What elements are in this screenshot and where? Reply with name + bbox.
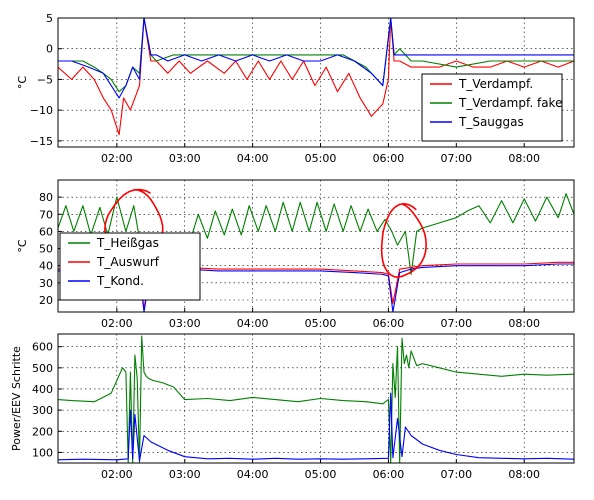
y-axis-label: Power/EEV Schritte xyxy=(10,346,23,451)
y-tick-label: 500 xyxy=(32,362,53,375)
x-tick-label: 07:00 xyxy=(440,468,472,481)
y-tick-label: −5 xyxy=(37,73,53,86)
y-tick-label: −10 xyxy=(30,104,53,117)
axes-frame xyxy=(57,17,575,148)
x-tick-label: 08:00 xyxy=(508,468,540,481)
series-line-t-sauggas xyxy=(58,18,574,99)
y-tick-label: 40 xyxy=(39,260,53,273)
legend-label: T_Kond. xyxy=(96,274,144,288)
y-tick-label: 600 xyxy=(32,341,53,354)
y-tick-label: 20 xyxy=(39,294,53,307)
annotation-circle xyxy=(380,202,428,278)
x-tick-label: 03:00 xyxy=(169,468,201,481)
x-tick-label: 08:00 xyxy=(508,152,540,165)
panel-hotgas-temperatures: 20 30 40 50 60 70 80 02:00 03:00 04:00 05:00 06:00 0… xyxy=(16,179,575,330)
x-tick-label: 05:00 xyxy=(305,152,337,165)
legend-label: T_Verdampf. fake xyxy=(458,96,562,110)
y-axis-label: °C xyxy=(16,76,29,90)
x-tick-label: 02:00 xyxy=(101,317,133,330)
y-tick-label: 400 xyxy=(32,383,53,396)
y-tick-label: 300 xyxy=(32,404,53,417)
x-tick-label: 08:00 xyxy=(508,317,540,330)
series-line-1 xyxy=(58,335,574,463)
series-line-t-verdampf-fake xyxy=(58,18,574,93)
axes-frame xyxy=(57,333,575,464)
series-line-2 xyxy=(58,392,574,462)
x-tick-label: 04:00 xyxy=(237,317,269,330)
x-tick-label: 02:00 xyxy=(101,468,133,481)
y-tick-label: 30 xyxy=(39,277,53,290)
y-axis-label: °C xyxy=(16,239,29,253)
legend-label: T_Sauggas xyxy=(458,115,524,129)
legend-label: T_Auswurf xyxy=(96,255,160,269)
x-tick-label: 04:00 xyxy=(237,152,269,165)
x-tick-label: 02:00 xyxy=(101,152,133,165)
legend: T_Heißgas T_Auswurf T_Kond. xyxy=(59,232,201,301)
x-tick-label: 06:00 xyxy=(373,317,405,330)
x-tick-label: 03:00 xyxy=(169,152,201,165)
legend: T_Verdampf. T_Verdampf. fake T_Sauggas xyxy=(421,73,563,142)
y-tick-label: 100 xyxy=(32,446,53,459)
y-tick-label: 200 xyxy=(32,425,53,438)
y-tick-label: −15 xyxy=(30,135,53,148)
y-tick-label: 80 xyxy=(39,191,53,204)
x-tick-label: 06:00 xyxy=(373,468,405,481)
y-tick-label: 70 xyxy=(39,208,53,221)
x-tick-label: 04:00 xyxy=(237,468,269,481)
y-tick-label: 60 xyxy=(39,225,53,238)
legend-label: T_Heißgas xyxy=(96,236,159,250)
panel-power-eev: 100 200 300 400 500 600 02:00 03:00 04:00 05:00 06… xyxy=(10,333,575,481)
x-tick-label: 05:00 xyxy=(305,468,337,481)
x-tick-label: 06:00 xyxy=(373,152,405,165)
x-tick-label: 07:00 xyxy=(440,152,472,165)
panel-evaporator-temperatures: −15 −10 −5 0 5 02:00 03:00 04:00 05:00 06:00 07:00… xyxy=(16,12,575,165)
axes-frame xyxy=(57,179,575,313)
x-tick-label: 05:00 xyxy=(305,317,337,330)
y-tick-label: 50 xyxy=(39,243,53,256)
y-tick-label: 0 xyxy=(46,43,53,56)
x-tick-label: 07:00 xyxy=(440,317,472,330)
legend-label: T_Verdampf. xyxy=(458,77,533,91)
x-tick-label: 03:00 xyxy=(169,317,201,330)
y-tick-label: 5 xyxy=(46,12,53,25)
